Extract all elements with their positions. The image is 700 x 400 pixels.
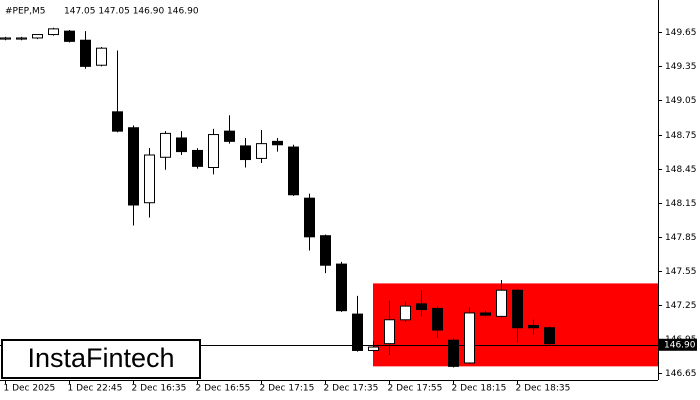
y-tick-label: 148.15: [665, 199, 697, 209]
x-tick-label: 2 Dec 18:15: [452, 384, 507, 394]
logo: InstaFintech: [27, 343, 174, 373]
y-tick-label: 146.65: [665, 369, 697, 379]
candle-body: [288, 146, 299, 196]
candle-body: [16, 37, 27, 40]
candle-body: [320, 235, 331, 266]
candle-body: [480, 312, 491, 316]
candle-body: [128, 127, 139, 206]
logo-box: [1, 339, 201, 379]
candle-body: [368, 346, 379, 351]
candle-body: [0, 37, 11, 40]
x-tick-label: 1 Dec 22:45: [68, 384, 123, 394]
candle-body: [112, 111, 123, 132]
x-tick-label: 2 Dec 17:15: [260, 384, 315, 394]
candle-body: [528, 324, 539, 329]
candle-body: [464, 312, 475, 364]
candle-body: [512, 289, 523, 329]
candle-body: [544, 327, 555, 345]
overlay: 146.90: [659, 338, 697, 351]
candle-body: [272, 140, 283, 146]
candle-body: [352, 313, 363, 351]
y-tick-label: 149.05: [665, 96, 697, 106]
x-tick-label: 1 Dec 2025: [4, 384, 56, 394]
y-tick-label: 148.45: [665, 165, 697, 175]
candle-body: [448, 339, 459, 367]
x-tick-label: 2 Dec 17:35: [324, 384, 379, 394]
x-tick-label: 2 Dec 17:55: [388, 384, 443, 394]
y-tick-label: 147.85: [665, 233, 697, 243]
last-price-label: 146.90: [664, 340, 696, 350]
chart-title: #PEP,M5: [5, 7, 45, 17]
candle-body: [416, 303, 427, 311]
candle-body: [432, 307, 443, 331]
x-tick-label: 2 Dec 16:35: [132, 384, 187, 394]
candle-body: [32, 34, 43, 39]
candle-body: [176, 137, 187, 153]
x-tick-label: 2 Dec 16:55: [196, 384, 251, 394]
quote: 147.05 147.05 146.90 146.90: [64, 7, 199, 17]
y-tick-label: 147.55: [665, 267, 697, 277]
y-tick-label: 149.65: [665, 28, 697, 38]
candle-body: [144, 154, 155, 204]
x-tick-label: 2 Dec 18:35: [516, 384, 571, 394]
plot: 149.65 149.35 149.05 148.75 148.45 148.15 147.…: [0, 27, 697, 394]
candle-body: [96, 47, 107, 66]
candle-body: [240, 145, 251, 161]
candle-body: [384, 319, 395, 345]
y-tick-label: 149.35: [665, 62, 697, 72]
y-tick-label: 148.75: [665, 131, 697, 141]
candle-body: [160, 132, 171, 158]
candle-body: [400, 305, 411, 321]
candle-body: [496, 289, 507, 317]
candle-body: [224, 130, 235, 142]
last-price-box: [659, 338, 697, 351]
candle-body: [48, 28, 59, 36]
y-tick-label: 147.25: [665, 301, 697, 311]
candle-body: [256, 143, 267, 159]
candle-body: [64, 30, 75, 42]
candle-body: [208, 134, 219, 168]
candle-body: [304, 197, 315, 238]
candle-body: [80, 39, 91, 67]
candle-body: [336, 263, 347, 312]
candle-body: [192, 149, 203, 167]
